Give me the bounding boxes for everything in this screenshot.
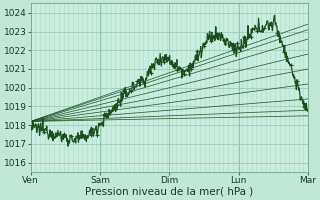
X-axis label: Pression niveau de la mer( hPa ): Pression niveau de la mer( hPa ) bbox=[85, 187, 253, 197]
